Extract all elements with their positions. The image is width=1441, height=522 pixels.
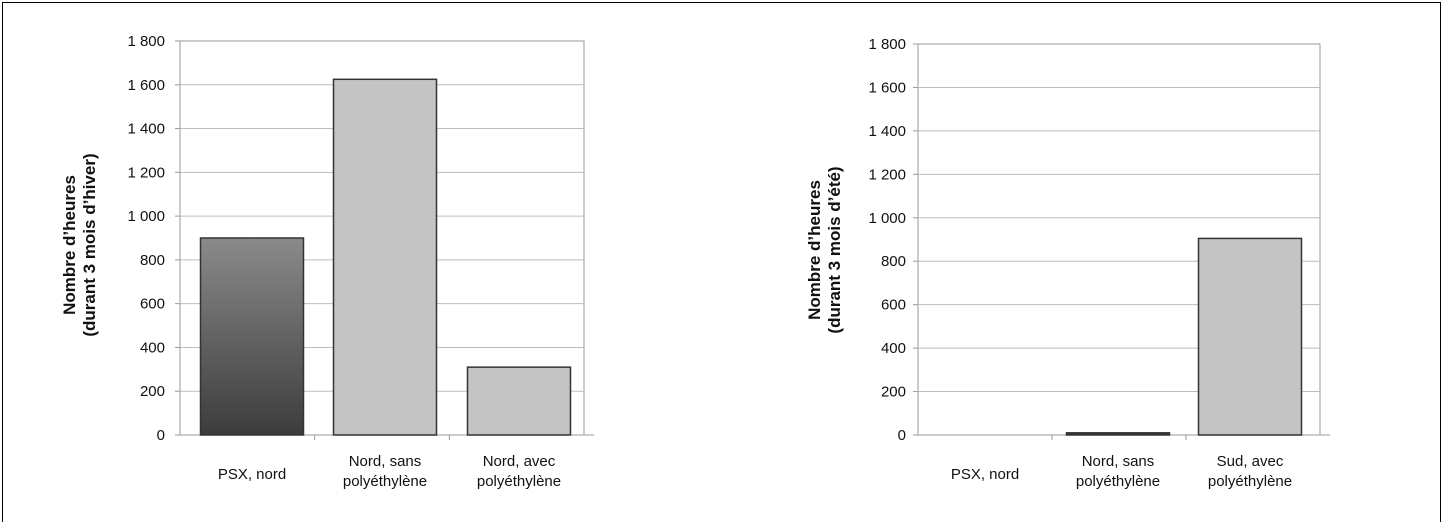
category-label: Nord, sans polyéthylène [343,453,427,490]
bar [199,237,305,436]
y-tick-label: 1 200 [868,166,906,183]
bar [466,366,572,436]
bar [332,78,438,436]
y-tick-label: 1 000 [868,210,906,227]
y-tick-label: 1 400 [127,121,165,138]
y-tick-label: 1 200 [127,164,165,181]
winter-hours-chart: 0 200 400 600 800 1 000 1 200 1 400 1 600 1 800 PS… [60,33,594,490]
category-label: Nord, sans polyéthylène [1076,453,1160,490]
plot-border [179,40,585,435]
y-tick-label: 0 [157,427,165,444]
y-tick-label: 200 [881,384,906,401]
y-tick-label: 1 600 [127,77,165,94]
y-axis-title: Nombre d’heures(durant 3 mois d’été) [805,166,844,333]
y-tick-label: 0 [898,427,906,444]
y-axis-title: Nombre d’heures(durant 3 mois d’hiver) [60,153,99,336]
y-tick-label: 400 [140,339,165,356]
plot-border [917,43,1321,435]
bar [1065,432,1171,436]
y-tick-label: 800 [881,253,906,270]
y-tick-label: 1 400 [868,123,906,140]
category-label: Nord, avec polyéthylène [477,453,561,490]
category-label: Sud, avec polyéthylène [1208,453,1292,490]
category-label: PSX, nord [951,466,1019,483]
y-tick-label: 1 800 [127,33,165,50]
summer-hours-chart: 0 200 400 600 800 1 000 1 200 1 400 1 600 1 800 PS… [805,36,1330,490]
category-label: PSX, nord [218,466,286,483]
y-tick-label: 800 [140,252,165,269]
y-tick-label: 600 [881,297,906,314]
y-tick-label: 200 [140,383,165,400]
y-tick-label: 1 000 [127,208,165,225]
bar [1197,237,1303,436]
y-tick-label: 600 [140,296,165,313]
y-tick-label: 400 [881,340,906,357]
y-tick-label: 1 600 [868,79,906,96]
y-tick-label: 1 800 [868,36,906,53]
